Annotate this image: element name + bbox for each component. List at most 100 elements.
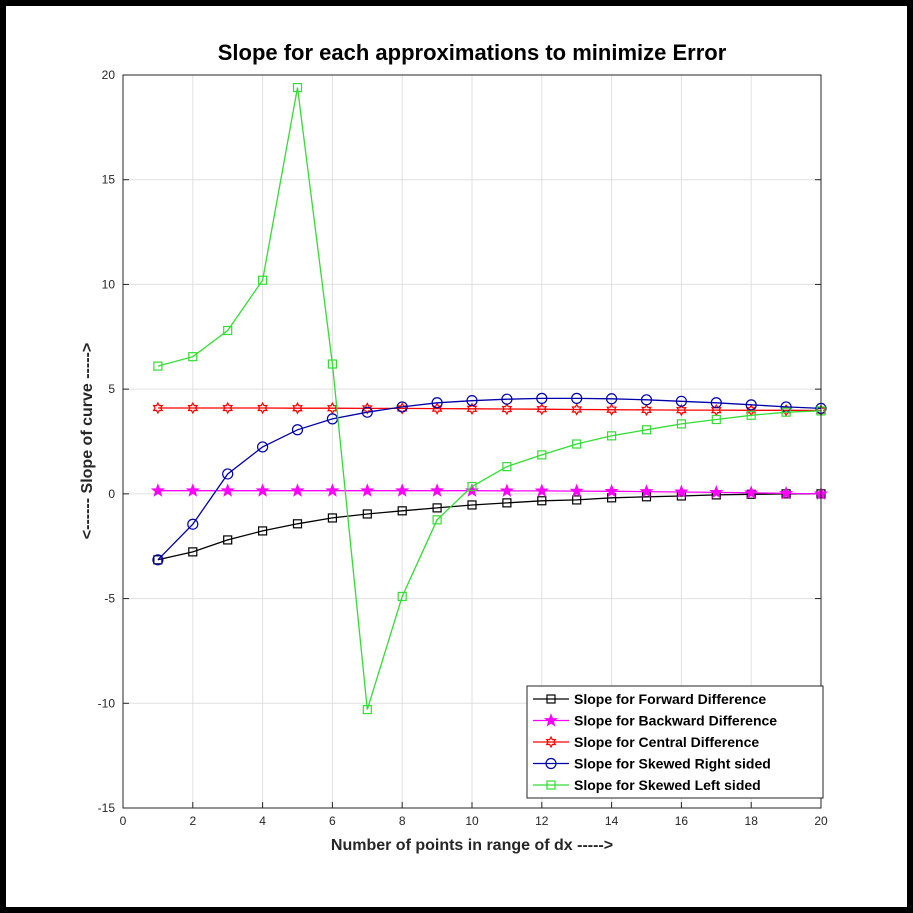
data-point <box>534 483 549 497</box>
data-point <box>185 483 200 497</box>
series-0 <box>153 489 826 565</box>
data-point <box>537 450 547 460</box>
axes-box <box>122 74 822 809</box>
data-point <box>604 483 619 498</box>
series-4 <box>153 82 826 715</box>
series-line <box>157 490 822 495</box>
x-tick-label: 16 <box>675 814 689 828</box>
data-point <box>569 483 584 498</box>
data-point <box>395 483 410 497</box>
data-point <box>572 495 582 505</box>
series-lines <box>150 82 829 715</box>
data-point <box>676 419 687 429</box>
data-point <box>220 483 235 497</box>
data-point <box>152 401 164 415</box>
data-point <box>781 407 791 417</box>
data-point <box>709 484 724 499</box>
data-point <box>502 462 512 472</box>
data-point <box>258 526 268 536</box>
series-3 <box>152 392 827 566</box>
x-tick-label: 18 <box>745 814 759 828</box>
legend-marker <box>546 694 556 704</box>
data-point <box>223 535 233 545</box>
data-point <box>744 485 759 499</box>
data-point <box>467 500 477 510</box>
data-point <box>467 481 477 492</box>
y-tick-label: 20 <box>102 68 116 82</box>
data-point <box>361 406 373 418</box>
series-1 <box>150 483 829 500</box>
data-point <box>466 395 478 407</box>
data-point <box>502 498 512 508</box>
y-tick-label: -5 <box>104 592 115 606</box>
legend-label: Slope for Forward Difference <box>574 691 766 707</box>
series-line <box>157 493 821 561</box>
data-point <box>571 403 583 416</box>
y-tick-label: 5 <box>108 382 115 396</box>
data-point <box>431 397 443 409</box>
legend-label: Slope for Backward Difference <box>574 713 777 729</box>
y-tick-label: 15 <box>102 173 116 187</box>
data-point <box>675 395 688 407</box>
series-line <box>157 407 822 412</box>
data-point <box>466 402 478 416</box>
data-point <box>255 483 270 497</box>
data-point <box>606 403 617 416</box>
legend-label: Slope for Central Difference <box>574 734 759 750</box>
data-point <box>396 401 408 413</box>
data-point <box>606 431 617 441</box>
data-point <box>432 503 442 513</box>
legend-label: Slope for Skewed Left sided <box>574 777 761 793</box>
y-tick-label: -10 <box>98 696 116 710</box>
data-point <box>501 393 513 405</box>
legend-marker <box>545 735 557 749</box>
legend: Slope for Forward Difference Slope for Ba… <box>526 685 824 799</box>
data-point <box>571 392 583 404</box>
line-chart: 0 2 4 6 8 10 12 14 16 18 20 -15 -10 -5 0 5 10 15 20 Slope … <box>79 40 829 854</box>
data-point <box>187 401 199 415</box>
data-point <box>779 485 794 500</box>
y-axis-label: <------ Slope of curve -----> <box>79 343 96 539</box>
legend-marker <box>546 780 556 790</box>
data-point <box>430 483 445 497</box>
x-tick-label: 6 <box>329 814 336 828</box>
data-point <box>676 403 687 417</box>
data-point <box>397 591 407 602</box>
data-point <box>327 359 337 369</box>
data-point <box>605 393 618 405</box>
x-tick-label: 12 <box>535 814 549 828</box>
data-point <box>361 402 373 415</box>
x-tick-label: 4 <box>259 814 266 828</box>
data-point <box>150 483 165 497</box>
data-point <box>362 704 372 715</box>
data-point <box>187 518 199 530</box>
data-point <box>188 352 198 362</box>
legend-marker <box>545 757 557 770</box>
data-point <box>223 325 233 336</box>
data-point <box>222 468 234 480</box>
y-tick-label: -15 <box>98 801 116 815</box>
data-point <box>153 361 163 371</box>
data-point <box>674 484 689 498</box>
data-point <box>641 425 652 435</box>
data-point <box>292 401 303 415</box>
data-point <box>537 496 547 506</box>
data-point <box>640 394 653 406</box>
data-point <box>746 410 756 420</box>
legend-label: Slope for Skewed Right sided <box>574 756 771 772</box>
data-point <box>499 483 514 497</box>
data-point <box>188 547 198 557</box>
data-point <box>258 275 268 285</box>
data-point <box>745 399 757 411</box>
series-line <box>157 397 822 561</box>
data-point <box>432 515 442 525</box>
data-point <box>536 392 548 404</box>
legend-box <box>526 685 824 799</box>
data-point <box>362 509 372 519</box>
data-point <box>222 401 234 415</box>
y-tick-label: 0 <box>108 487 115 501</box>
data-point <box>327 513 337 523</box>
data-point <box>291 424 304 436</box>
legend-marker <box>543 713 559 727</box>
